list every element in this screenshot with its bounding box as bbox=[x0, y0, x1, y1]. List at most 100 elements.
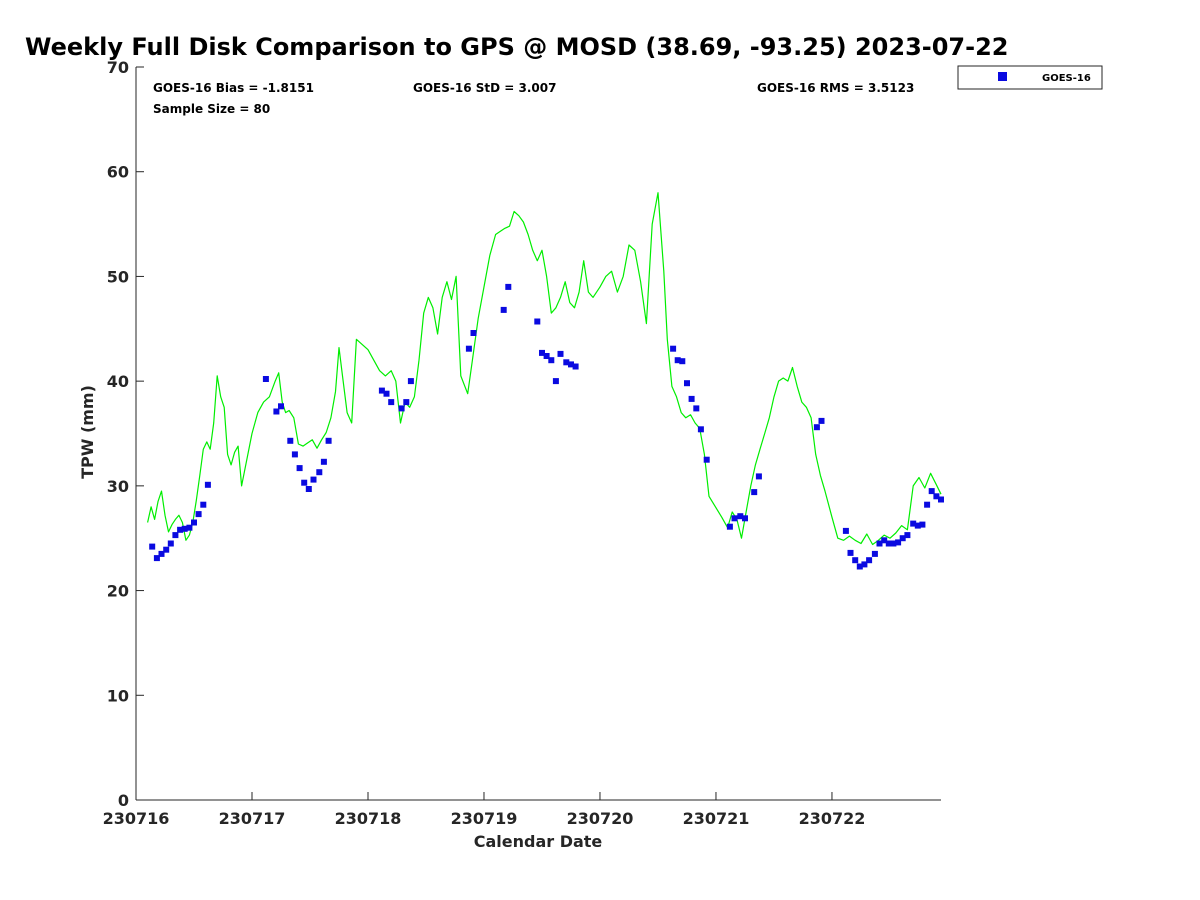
y-tick-label: 70 bbox=[107, 58, 129, 77]
goes-16-point bbox=[552, 378, 559, 385]
x-tick-label: 230718 bbox=[335, 809, 402, 828]
goes-16-series bbox=[149, 283, 944, 570]
gps-series bbox=[147, 192, 942, 546]
goes-16-point bbox=[465, 345, 472, 352]
chart-title: Weekly Full Disk Comparison to GPS @ MOS… bbox=[25, 33, 1008, 61]
goes-16-point bbox=[866, 557, 873, 564]
goes-16-point bbox=[181, 525, 188, 532]
gps-line bbox=[147, 192, 942, 546]
goes-16-point bbox=[167, 540, 174, 547]
goes-16-point bbox=[818, 417, 825, 424]
y-axis: 0 10 20 30 40 50 60 70 bbox=[107, 58, 144, 810]
y-tick-label: 30 bbox=[107, 477, 129, 496]
goes-16-point bbox=[316, 469, 323, 476]
goes-16-point bbox=[262, 376, 269, 382]
y-axis-label: TPW (mm) bbox=[78, 385, 97, 479]
goes-16-point bbox=[568, 361, 574, 368]
goes-16-point bbox=[200, 501, 207, 508]
goes-16-point bbox=[296, 465, 303, 472]
goes-16-point bbox=[928, 488, 935, 495]
y-tick-label: 50 bbox=[107, 267, 129, 286]
goes-16-point bbox=[291, 451, 298, 458]
goes-16-point bbox=[543, 353, 550, 359]
x-tick-label: 230719 bbox=[451, 809, 518, 828]
goes-16-point bbox=[191, 519, 197, 526]
goes-16-point bbox=[204, 481, 211, 488]
x-tick-label: 230716 bbox=[103, 809, 170, 828]
goes-16-point bbox=[881, 537, 888, 544]
y-tick-label: 0 bbox=[118, 791, 129, 810]
goes-16-point bbox=[674, 357, 681, 364]
y-tick-label: 60 bbox=[107, 163, 129, 182]
goes-16-point bbox=[563, 359, 570, 366]
x-axis-label: Calendar Date bbox=[474, 832, 603, 851]
stats-box: GOES-16 Bias = -1.8151 GOES-16 StD = 3.0… bbox=[153, 81, 914, 116]
goes-16-point bbox=[177, 526, 184, 533]
x-axis: 230716 230717 230718 230719 230720 230721 2307… bbox=[103, 792, 941, 828]
goes-16-point bbox=[172, 532, 179, 539]
goes-16-point bbox=[684, 380, 690, 387]
x-tick-label: 230720 bbox=[567, 809, 634, 828]
goes-16-point bbox=[278, 403, 284, 410]
goes-16-point bbox=[470, 330, 477, 336]
goes-16-point bbox=[383, 390, 390, 397]
goes-16-point bbox=[904, 532, 911, 539]
goes-16-point bbox=[876, 540, 883, 547]
goes-16-point bbox=[924, 501, 931, 508]
goes-16-point bbox=[500, 306, 507, 313]
goes-16-point bbox=[273, 408, 280, 415]
goes-16-point bbox=[158, 550, 165, 557]
x-tick-label: 230721 bbox=[683, 809, 750, 828]
goes-16-point bbox=[548, 357, 555, 364]
goes-16-point bbox=[919, 521, 926, 528]
goes-16-point bbox=[842, 527, 849, 534]
goes-16-point bbox=[693, 405, 700, 412]
goes-16-point bbox=[933, 493, 940, 500]
goes-16-point bbox=[697, 426, 704, 433]
goes-16-point bbox=[899, 535, 906, 542]
plot-area bbox=[147, 192, 944, 570]
x-tick-label: 230717 bbox=[219, 809, 286, 828]
legend-label-goes-16: GOES-16 bbox=[1042, 73, 1091, 84]
goes-16-point bbox=[539, 349, 545, 356]
goes-16-point bbox=[670, 345, 677, 352]
goes-16-point bbox=[871, 550, 878, 557]
goes-16-point bbox=[731, 515, 738, 522]
goes-16-point bbox=[301, 479, 308, 486]
x-tick-label: 230722 bbox=[799, 809, 866, 828]
goes-16-point bbox=[505, 283, 512, 290]
stat-rms: GOES-16 RMS = 3.5123 bbox=[757, 81, 914, 95]
goes-16-point bbox=[320, 458, 327, 465]
goes-16-point bbox=[388, 399, 395, 406]
goes-16-point bbox=[163, 546, 170, 553]
goes-16-point bbox=[726, 523, 733, 530]
goes-16-point bbox=[287, 437, 294, 444]
goes-16-point bbox=[751, 489, 758, 496]
goes-16-point bbox=[153, 555, 160, 562]
goes-16-point bbox=[847, 549, 854, 556]
legend-box bbox=[957, 65, 1103, 90]
goes-16-point bbox=[895, 539, 902, 546]
goes-16-point bbox=[305, 486, 312, 492]
goes-16-point bbox=[938, 496, 944, 503]
goes-16-point bbox=[910, 520, 917, 527]
y-tick-label: 20 bbox=[107, 582, 129, 601]
goes-16-point bbox=[195, 511, 202, 518]
goes-16-point bbox=[755, 473, 762, 480]
goes-16-point bbox=[534, 318, 541, 325]
goes-16-point bbox=[813, 424, 820, 431]
goes-16-point bbox=[742, 515, 748, 522]
y-tick-label: 40 bbox=[107, 372, 129, 391]
goes-16-point bbox=[703, 456, 710, 463]
goes-16-point bbox=[398, 405, 405, 412]
goes-16-point bbox=[856, 563, 863, 570]
goes-16-point bbox=[737, 513, 744, 520]
stat-std: GOES-16 StD = 3.007 bbox=[413, 81, 556, 95]
goes-16-point bbox=[310, 476, 317, 483]
goes-16-point bbox=[688, 395, 695, 402]
goes-16-point bbox=[325, 437, 332, 444]
goes-16-point bbox=[861, 561, 868, 568]
goes-16-point bbox=[186, 524, 193, 531]
goes-16-point bbox=[403, 399, 410, 406]
